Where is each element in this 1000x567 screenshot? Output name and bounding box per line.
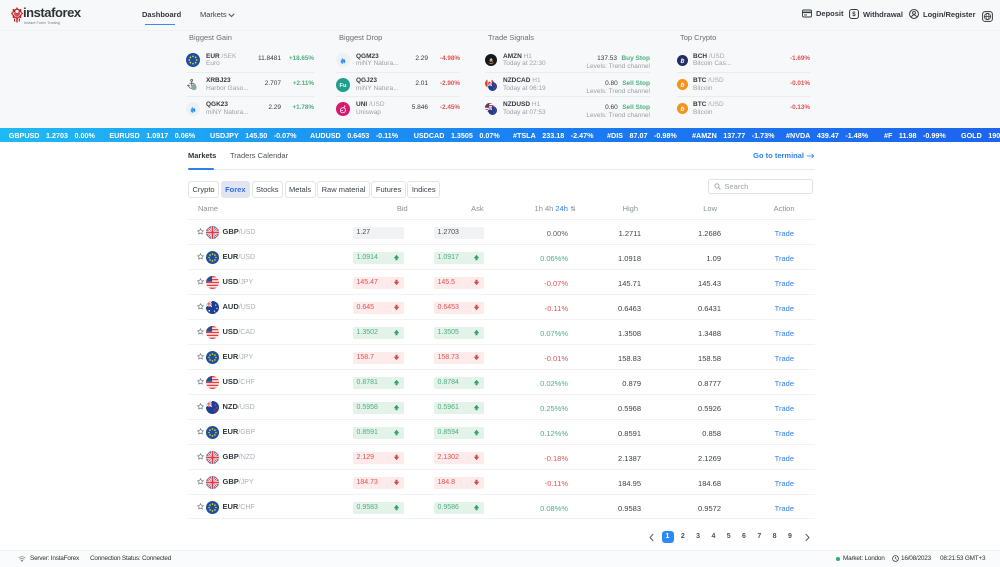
svg-text:₿: ₿ <box>680 81 686 89</box>
svg-text:Fu: Fu <box>340 83 347 89</box>
svg-text:₿: ₿ <box>680 57 686 65</box>
svg-text:$: $ <box>852 11 856 18</box>
svg-text:a: a <box>489 58 493 64</box>
svg-text:₿: ₿ <box>680 105 686 113</box>
